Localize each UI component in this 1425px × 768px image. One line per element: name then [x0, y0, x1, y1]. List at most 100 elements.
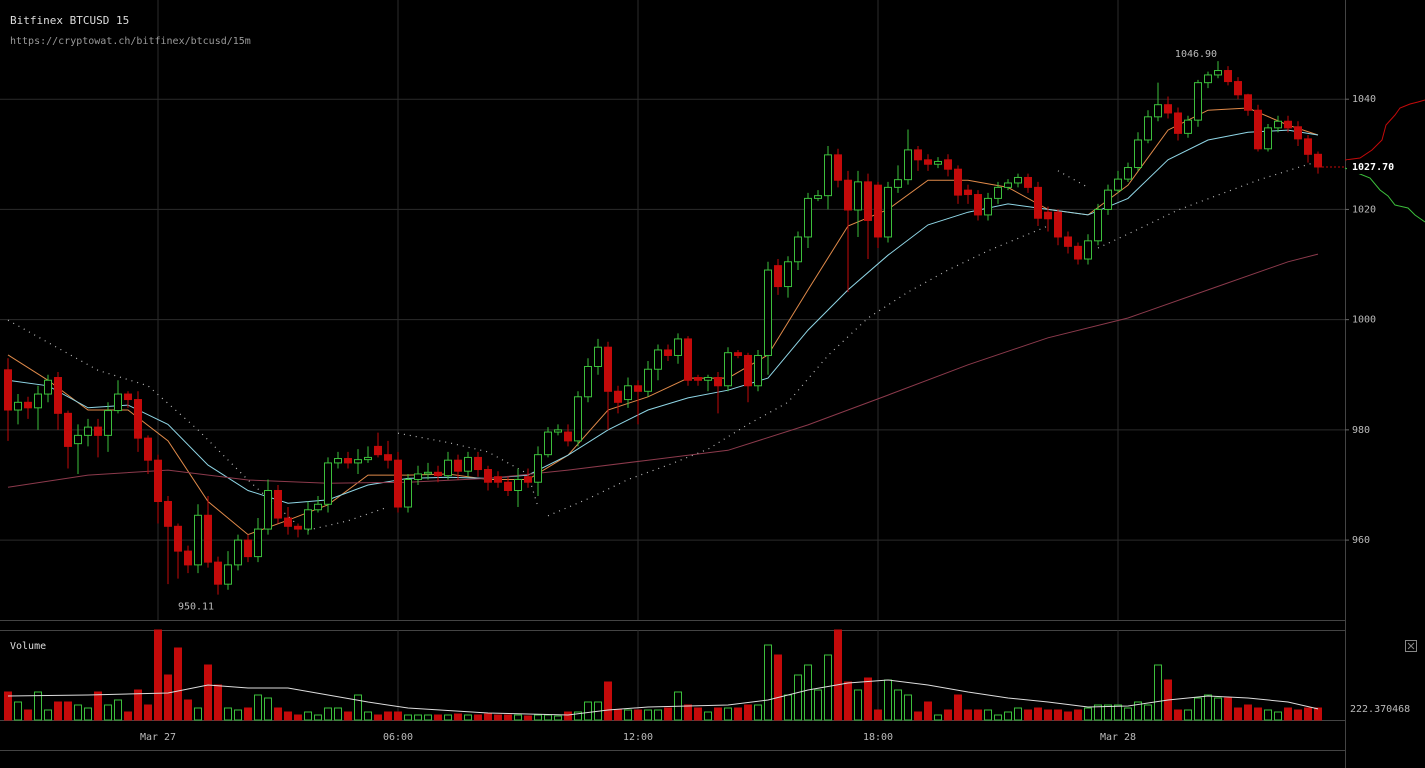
candle-body	[1184, 119, 1192, 134]
volume-bar	[544, 714, 552, 721]
volume-bar	[934, 714, 942, 721]
candle-body	[204, 514, 212, 563]
volume-bar	[514, 714, 522, 721]
candle-body	[944, 159, 952, 170]
candle-body	[194, 514, 202, 566]
volume-bar	[184, 699, 192, 721]
volume-bar	[1114, 704, 1122, 721]
candle-body	[34, 393, 42, 409]
close-button[interactable]	[1405, 640, 1417, 652]
candle-body	[1104, 189, 1112, 210]
candle-body	[864, 181, 872, 221]
candle-body	[794, 236, 802, 263]
candle-body	[144, 437, 152, 461]
candle-body	[14, 401, 22, 411]
volume-bar	[264, 697, 272, 721]
candle-body	[914, 149, 922, 161]
candle-body	[464, 456, 472, 472]
candle-body	[544, 431, 552, 456]
candle-body	[54, 377, 62, 414]
volume-bar	[34, 691, 42, 721]
volume-bar	[214, 684, 222, 721]
candle-body	[784, 261, 792, 288]
candle-body	[124, 393, 132, 401]
volume-bar	[144, 704, 152, 721]
volume-bar	[284, 711, 292, 721]
volume-bar	[584, 701, 592, 721]
volume-bar	[554, 715, 562, 721]
candle-body	[174, 525, 182, 552]
volume-bar	[924, 701, 932, 721]
volume-bar	[764, 644, 772, 721]
volume-bar	[414, 714, 422, 721]
candle-body	[344, 458, 352, 464]
volume-bar	[274, 707, 282, 721]
candle-body	[984, 197, 992, 216]
volume-bar	[334, 707, 342, 721]
candle-body	[734, 352, 742, 356]
candle-body	[404, 478, 412, 508]
candle-body	[234, 539, 242, 566]
volume-bar	[794, 674, 802, 721]
candle-body	[994, 186, 1002, 199]
y-tick-label: 1040	[1352, 94, 1376, 105]
candle-body	[424, 471, 432, 475]
candle-body	[1164, 104, 1172, 114]
volume-bar	[574, 711, 582, 721]
candle-body	[534, 454, 542, 483]
candle-body	[974, 194, 982, 216]
volume-bar	[704, 711, 712, 721]
candle-body	[1234, 81, 1242, 96]
volume-bar	[964, 709, 972, 721]
volume-bar	[384, 711, 392, 721]
x-tick-label: 06:00	[383, 732, 413, 743]
candle-body	[1054, 211, 1062, 238]
candle-body	[1124, 167, 1132, 180]
volume-bar	[1104, 704, 1112, 721]
volume-bar	[1034, 707, 1042, 721]
candle-body	[874, 184, 882, 238]
candle-body	[1084, 240, 1092, 260]
volume-bar	[1224, 697, 1232, 721]
volume-bar	[984, 709, 992, 721]
candle-body	[964, 189, 972, 196]
candle-body	[1294, 126, 1302, 140]
candle-body	[614, 390, 622, 403]
candle-body	[394, 459, 402, 508]
volume-bar	[814, 689, 822, 721]
volume-bar	[804, 664, 812, 721]
candle-body	[434, 471, 442, 477]
volume-bar	[734, 707, 742, 721]
volume-bar	[1014, 707, 1022, 721]
candle-body	[114, 393, 122, 412]
volume-bar	[834, 629, 842, 721]
close-icon[interactable]	[1407, 642, 1415, 650]
volume-bar	[914, 711, 922, 721]
candle-body	[624, 385, 632, 401]
candle-body	[684, 338, 692, 381]
candle-body	[744, 354, 752, 387]
candle-body	[604, 346, 612, 392]
candle-body	[44, 379, 52, 395]
y-tick-label: 1020	[1352, 204, 1376, 215]
indicator-line	[7, 679, 1319, 716]
volume-bar	[1174, 709, 1182, 721]
candle-body	[854, 181, 862, 211]
candle-body	[314, 503, 322, 511]
y-tick-label: 980	[1352, 425, 1370, 436]
volume-bar	[1064, 711, 1072, 721]
volume-bar	[604, 681, 612, 721]
volume-bar	[1204, 694, 1212, 721]
candle-body	[1094, 208, 1102, 242]
candle-body	[584, 365, 592, 398]
volume-bar	[314, 714, 322, 721]
volume-bar	[874, 709, 882, 721]
volume-bar	[164, 674, 172, 721]
volume-bar	[444, 714, 452, 721]
candle-body	[1314, 153, 1322, 168]
volume-bar	[24, 709, 32, 721]
volume-title: Volume	[10, 641, 46, 652]
candle-body	[1194, 82, 1202, 121]
volume-bar	[254, 694, 262, 721]
candle-body	[884, 186, 892, 238]
